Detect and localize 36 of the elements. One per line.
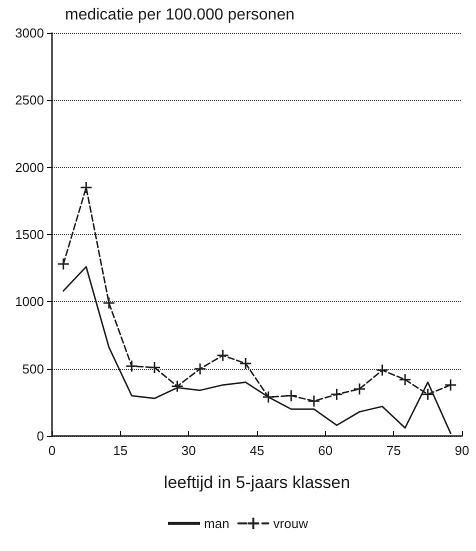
point	[422, 388, 434, 401]
x-tick-label: 60	[318, 443, 333, 458]
point	[102, 296, 116, 310]
point	[194, 362, 206, 376]
legend-label: vrouw	[273, 516, 309, 531]
y-axis-title: medicatie per 100.000 personen	[65, 6, 294, 24]
point	[398, 373, 412, 386]
point	[444, 378, 457, 392]
y-tick-label: 2500	[15, 92, 44, 108]
point	[57, 258, 70, 270]
x-tick-label: 15	[113, 443, 128, 458]
x-tick-label: 90	[454, 443, 470, 458]
point	[171, 380, 184, 393]
point	[125, 360, 138, 372]
point	[353, 382, 366, 396]
y-tick-label: 500	[22, 361, 44, 376]
y-tick-label: 1000	[15, 294, 44, 310]
point	[262, 390, 275, 404]
x-axis-title: leeftijd in 5-jaars klassen	[164, 473, 350, 492]
x-tick-label: 30	[181, 443, 196, 458]
point	[330, 388, 343, 401]
point	[80, 181, 92, 194]
x-tick-label: 45	[250, 443, 264, 458]
legend-label: man	[204, 516, 230, 531]
point	[376, 364, 389, 376]
y-tick-label: 2000	[15, 160, 44, 175]
y-tick-label: 3000	[15, 26, 44, 40]
y-tick-label: 0	[36, 428, 44, 444]
point	[216, 349, 230, 362]
x-tick-label: 0	[48, 443, 56, 458]
point	[308, 394, 320, 408]
y-tick-label: 1500	[15, 227, 44, 242]
point	[239, 357, 252, 370]
x-tick-label: 75	[386, 443, 401, 458]
point	[284, 389, 298, 402]
point	[148, 361, 161, 374]
